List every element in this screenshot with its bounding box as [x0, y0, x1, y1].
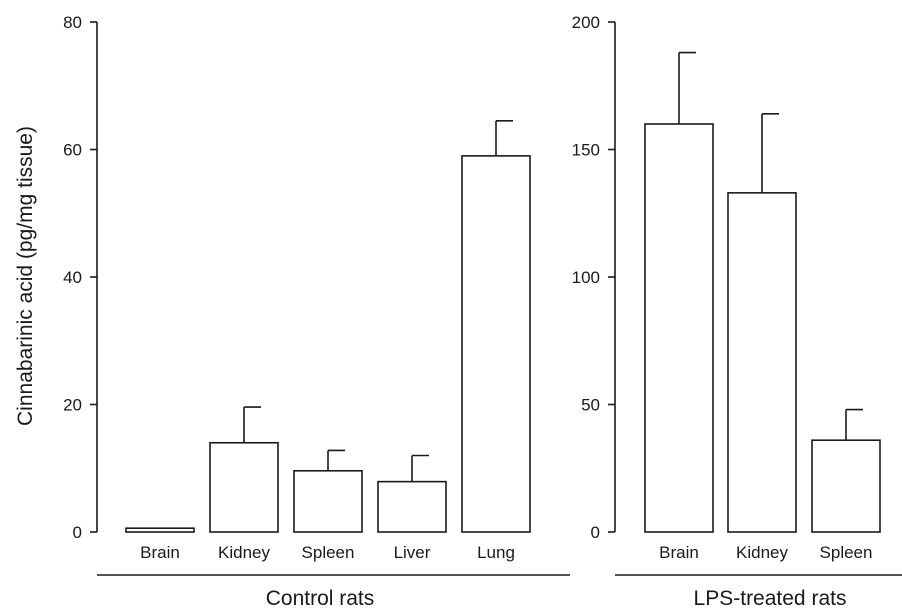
bar: [377, 480, 447, 533]
y-tick-label: 50: [581, 396, 600, 415]
group-label: LPS-treated rats: [694, 587, 847, 610]
y-tick-label: 40: [63, 268, 82, 287]
bar: [644, 123, 714, 533]
category-label: Kidney: [736, 543, 788, 562]
y-tick-label: 20: [63, 396, 82, 415]
category-label: Brain: [659, 543, 699, 562]
lps-treated-rats-panel: 0 50 100 150 200 Brain Kidney Spleen LPS-treated…: [572, 13, 902, 610]
category-label: Lung: [477, 543, 515, 562]
bar: [293, 469, 363, 533]
bar: [461, 155, 531, 533]
y-tick-label: 150: [572, 141, 600, 160]
y-tick-label: 0: [591, 523, 600, 542]
category-label: Spleen: [302, 543, 355, 562]
group-label: Control rats: [266, 587, 375, 610]
y-tick-label: 80: [63, 13, 82, 32]
y-tick-label: 200: [572, 13, 600, 32]
y-tick-label: 100: [572, 268, 600, 287]
category-label: Liver: [394, 543, 431, 562]
bar: [811, 439, 881, 533]
category-label: Spleen: [820, 543, 873, 562]
bar: [125, 527, 195, 533]
y-axis-title: Cinnabarinic acid (pg/mg tissue): [14, 126, 37, 426]
category-label: Kidney: [218, 543, 270, 562]
y-tick-label: 60: [63, 141, 82, 160]
bar: [209, 441, 279, 533]
category-label: Brain: [140, 543, 180, 562]
bar: [727, 192, 797, 533]
control-rats-panel: 0 20 40 60 80 Brain Kidney Spleen Liver Lung Contr…: [63, 13, 570, 610]
y-tick-label: 0: [73, 523, 82, 542]
